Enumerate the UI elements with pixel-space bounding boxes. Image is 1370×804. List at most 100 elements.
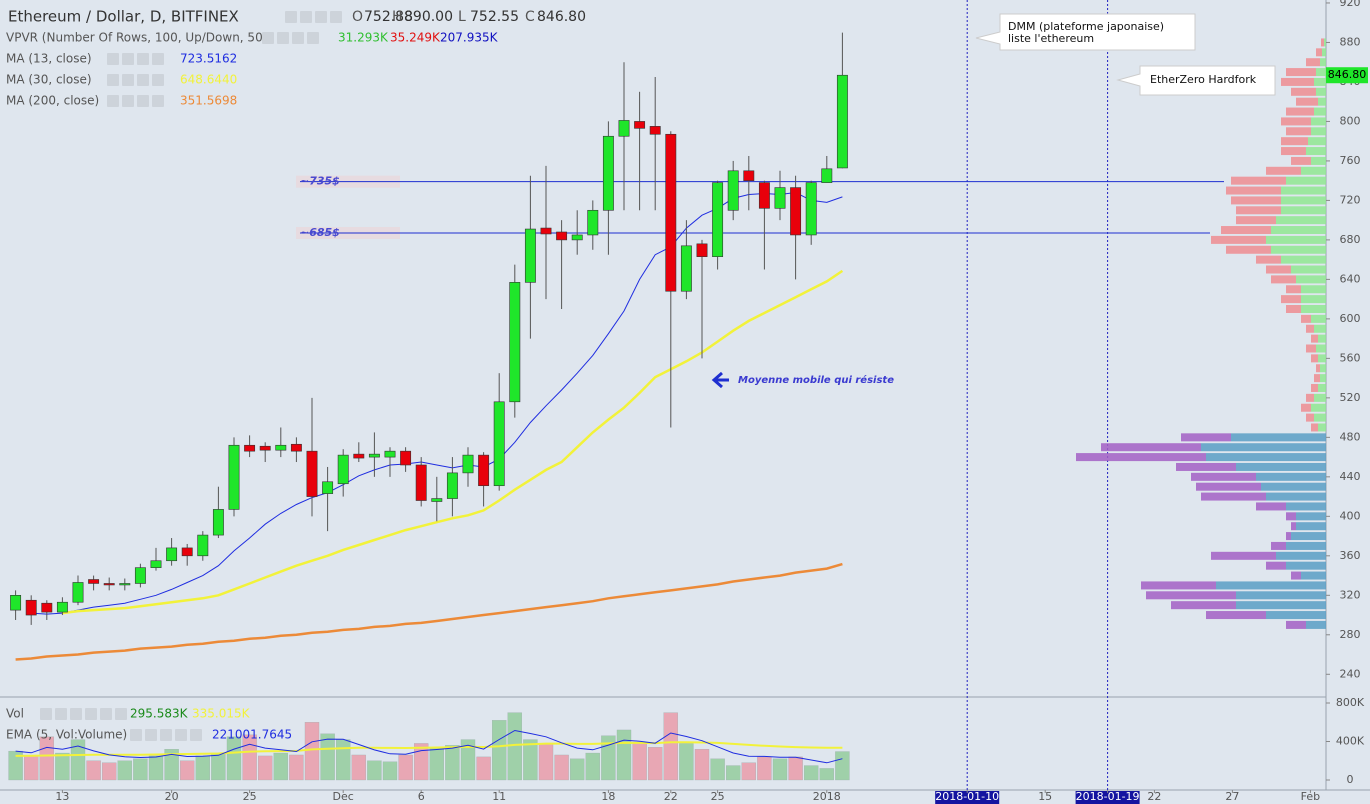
profile-up bbox=[1314, 77, 1326, 86]
profile-down bbox=[1314, 374, 1320, 383]
volume-bar bbox=[710, 758, 725, 781]
volume-ma-line bbox=[15, 741, 843, 757]
profile-up bbox=[1266, 611, 1326, 620]
candle-body bbox=[72, 582, 84, 603]
legend-icon bbox=[262, 32, 274, 44]
volume-bar bbox=[616, 729, 632, 781]
price-tag-label: 846.80 bbox=[1328, 68, 1367, 81]
volume-bar bbox=[70, 739, 86, 781]
candle-body bbox=[431, 498, 443, 502]
candle-body bbox=[602, 135, 614, 211]
candle-body bbox=[509, 282, 521, 403]
profile-down bbox=[1291, 522, 1296, 531]
volume-y-tick-label: 400K bbox=[1336, 734, 1365, 747]
volume-bar bbox=[429, 747, 444, 781]
candle-body bbox=[134, 567, 146, 584]
volume-bar bbox=[648, 747, 663, 781]
candle-body bbox=[41, 602, 53, 613]
legend-icon bbox=[115, 708, 127, 720]
profile-down bbox=[1256, 255, 1281, 264]
candle-body bbox=[696, 243, 708, 257]
profile-down bbox=[1281, 295, 1301, 304]
profile-down bbox=[1286, 127, 1311, 136]
volume-bar bbox=[226, 736, 242, 781]
volume-bar bbox=[570, 758, 585, 781]
ohlc-value: 752.55 bbox=[470, 9, 519, 25]
legend-icon bbox=[122, 53, 134, 65]
profile-up bbox=[1318, 354, 1326, 363]
profile-down bbox=[1271, 275, 1296, 284]
moving-average-line bbox=[31, 191, 843, 615]
volume-bar bbox=[367, 760, 382, 781]
y-tick-label: 640 bbox=[1340, 272, 1361, 285]
candle-body bbox=[244, 444, 256, 452]
profile-up bbox=[1286, 561, 1326, 570]
volume-bar bbox=[180, 760, 195, 781]
profile-down bbox=[1296, 97, 1318, 106]
volume-bar bbox=[757, 756, 772, 781]
x-tick-label: 13 bbox=[55, 790, 69, 803]
profile-up bbox=[1261, 482, 1326, 491]
profile-down bbox=[1236, 206, 1281, 215]
profile-down bbox=[1191, 472, 1256, 481]
legend-icon bbox=[285, 11, 297, 23]
candle-body bbox=[446, 472, 458, 499]
legend-icon bbox=[145, 729, 157, 741]
profile-down bbox=[1226, 245, 1271, 254]
volume-bar bbox=[726, 765, 741, 781]
profile-up bbox=[1320, 374, 1326, 383]
candle-body bbox=[259, 445, 271, 451]
profile-up bbox=[1301, 305, 1326, 314]
profile-down bbox=[1076, 453, 1206, 462]
callout bbox=[1116, 65, 1276, 96]
profile-up bbox=[1316, 87, 1326, 96]
level-label: ~685$ bbox=[300, 226, 340, 239]
callout-text: DMM (plateforme japonaise) bbox=[1008, 20, 1164, 33]
profile-down bbox=[1211, 551, 1276, 560]
profile-up bbox=[1216, 581, 1326, 590]
legend-icon bbox=[107, 53, 119, 65]
vpvr-legend: VPVR (Number Of Rows, 100, Up/Down, 50) bbox=[6, 31, 267, 45]
volume-bar bbox=[336, 739, 351, 781]
ohlc-key: C bbox=[525, 9, 535, 25]
candle-body bbox=[119, 583, 131, 586]
ma-legend-name: MA (13, close) bbox=[6, 52, 92, 66]
callout-text: EtherZero Hardfork bbox=[1150, 73, 1257, 86]
vpvr-stat: 207.935K bbox=[440, 31, 499, 45]
candle-body bbox=[618, 120, 630, 137]
profile-up bbox=[1256, 472, 1326, 481]
profile-up bbox=[1291, 265, 1326, 274]
ma-legend-name: MA (30, close) bbox=[6, 73, 92, 87]
profile-up bbox=[1286, 541, 1326, 550]
volume-bar bbox=[445, 745, 460, 781]
profile-down bbox=[1311, 354, 1318, 363]
candle-body bbox=[400, 450, 412, 466]
profile-down bbox=[1256, 502, 1286, 511]
moving-average-line bbox=[15, 562, 843, 661]
profile-down bbox=[1311, 383, 1318, 392]
profile-down bbox=[1316, 48, 1322, 57]
candle-body bbox=[524, 228, 536, 283]
candle-body bbox=[275, 444, 287, 451]
volume-bar bbox=[663, 712, 678, 781]
profile-down bbox=[1141, 581, 1216, 590]
volume-bar bbox=[460, 739, 476, 781]
price-tag bbox=[1326, 67, 1368, 84]
x-tick-label: 18 bbox=[601, 790, 615, 803]
profile-up bbox=[1322, 48, 1326, 57]
y-tick-label: 400 bbox=[1340, 509, 1361, 522]
profile-up bbox=[1316, 344, 1326, 353]
profile-up bbox=[1320, 58, 1326, 67]
legend-icon bbox=[277, 32, 289, 44]
volume-bar bbox=[679, 743, 694, 781]
volume-legend-value: 295.583K bbox=[130, 707, 189, 721]
profile-up bbox=[1311, 314, 1326, 323]
profile-down bbox=[1316, 364, 1320, 373]
volume-bar bbox=[585, 752, 600, 781]
callout bbox=[975, 13, 1196, 51]
profile-up bbox=[1231, 433, 1326, 442]
x-tick-label: 11 bbox=[492, 790, 506, 803]
ma-legend-value: 723.5162 bbox=[180, 52, 237, 66]
volume-bar bbox=[382, 761, 398, 781]
y-tick-label: 720 bbox=[1340, 193, 1361, 206]
